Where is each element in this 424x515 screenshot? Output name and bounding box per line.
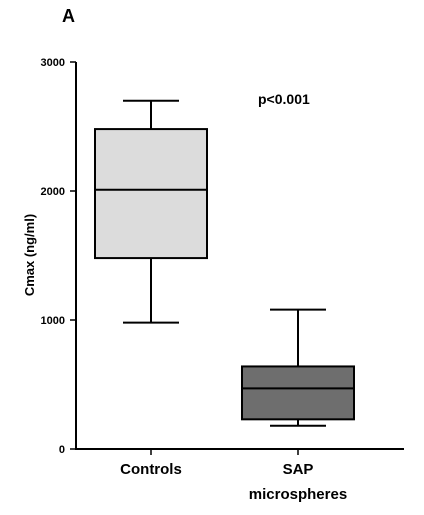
- y-axis-label: Cmax (ng/ml): [22, 214, 37, 296]
- x-category-labels: Controls SAP microspheres: [120, 461, 347, 503]
- y-tick-label: 0: [59, 444, 65, 456]
- p-value-annotation: p<0.001: [258, 91, 310, 107]
- box-iqr: [94, 128, 208, 260]
- boxes: [94, 99, 355, 455]
- y-tick-label: 2000: [41, 186, 65, 198]
- y-tick-label: 3000: [41, 57, 65, 69]
- panel-label: A: [62, 6, 75, 26]
- x-category-label: Controls: [120, 461, 182, 478]
- y-ticks: 0 1000 2000 3000: [41, 57, 76, 456]
- box-iqr: [241, 365, 355, 421]
- y-tick-label: 1000: [41, 315, 65, 327]
- x-category-label: microspheres: [249, 486, 347, 503]
- x-category-label: SAP: [283, 461, 314, 478]
